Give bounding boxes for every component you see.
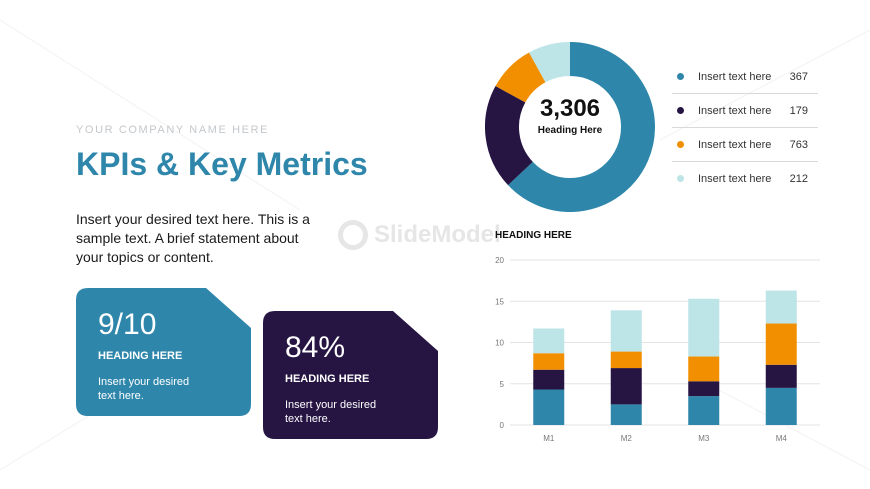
legend-label: Insert text here	[698, 138, 772, 151]
bar-chart-heading: HEADING HERE	[495, 230, 572, 241]
bar-segment	[533, 369, 565, 390]
watermark-text: SlideModel	[374, 221, 501, 248]
bar-segment	[765, 387, 797, 425]
kpi-card-rating: 9/10 HEADING HERE Insert your desired te…	[76, 288, 251, 416]
donut-total-value: 3,306	[539, 95, 601, 122]
bar-segment	[533, 389, 565, 425]
legend-item: Insert text here 367	[672, 60, 818, 94]
legend-label: Insert text here	[698, 104, 772, 117]
stacked-bar-chart: 0 5 10 15 20 M1 M2 M3 M4	[495, 256, 820, 443]
bar-segment	[610, 404, 642, 425]
page-title: KPIs & Key Metrics	[76, 146, 368, 182]
bar-segment	[533, 328, 565, 354]
y-tick-label: 20	[495, 256, 504, 265]
kpi-heading: HEADING HERE	[285, 373, 370, 385]
bar-segment	[610, 351, 642, 369]
donut-center: 3,306 Heading Here	[520, 95, 620, 136]
donut-legend: Insert text here 367 Insert text here 17…	[672, 60, 818, 195]
legend-label: Insert text here	[698, 172, 772, 185]
kpi-card-percent-shape	[263, 311, 438, 439]
bar-segment	[765, 290, 797, 324]
bar-segment	[688, 381, 720, 397]
legend-dot-icon	[677, 175, 684, 182]
x-tick-label: M1	[543, 434, 555, 443]
y-tick-label: 10	[495, 339, 504, 348]
kpi-value: 84%	[285, 331, 346, 364]
legend-item: Insert text here 212	[672, 162, 818, 195]
legend-dot-icon	[677, 107, 684, 114]
legend-value: 367	[789, 70, 808, 83]
bar-segment	[765, 364, 797, 388]
bar-segment	[610, 310, 642, 352]
company-name: YOUR COMPANY NAME HERE	[76, 124, 270, 136]
bar-segment	[610, 368, 642, 405]
watermark: SlideModel	[338, 220, 501, 250]
donut-slice	[485, 86, 534, 186]
bar-segment	[688, 298, 720, 357]
donut-chart	[485, 42, 655, 212]
kpi-value: 9/10	[98, 308, 157, 341]
watermark-icon	[338, 220, 368, 250]
kpi-heading: HEADING HERE	[98, 350, 183, 362]
bar-segment	[765, 323, 797, 365]
y-tick-label: 15	[495, 297, 504, 306]
donut-slice	[495, 52, 547, 104]
legend-value: 763	[789, 138, 808, 151]
description-text: Insert your desired text here. This is a…	[76, 211, 310, 265]
x-tick-label: M3	[698, 434, 710, 443]
legend-value: 179	[789, 104, 808, 117]
kpi-text: Insert your desired text here.	[285, 399, 377, 425]
bar-segment	[688, 396, 720, 425]
donut-slice	[508, 42, 655, 212]
legend-dot-icon	[677, 141, 684, 148]
x-tick-label: M4	[776, 434, 788, 443]
legend-item: Insert text here 763	[672, 128, 818, 162]
bar-segment	[533, 353, 565, 370]
x-tick-label: M2	[621, 434, 633, 443]
legend-dot-icon	[677, 73, 684, 80]
donut-total-label: Heading Here	[537, 125, 603, 136]
y-tick-label: 5	[500, 380, 505, 389]
donut-slice	[529, 42, 571, 83]
kpi-card-percent: 84% HEADING HERE Insert your desired tex…	[263, 311, 438, 439]
kpi-card-rating-shape	[76, 288, 251, 416]
legend-label: Insert text here	[698, 70, 772, 83]
bar-segment	[688, 356, 720, 382]
kpi-text: Insert your desired text here.	[98, 376, 190, 402]
legend-item: Insert text here 179	[672, 94, 818, 128]
y-tick-label: 0	[500, 421, 505, 430]
legend-value: 212	[789, 172, 808, 185]
